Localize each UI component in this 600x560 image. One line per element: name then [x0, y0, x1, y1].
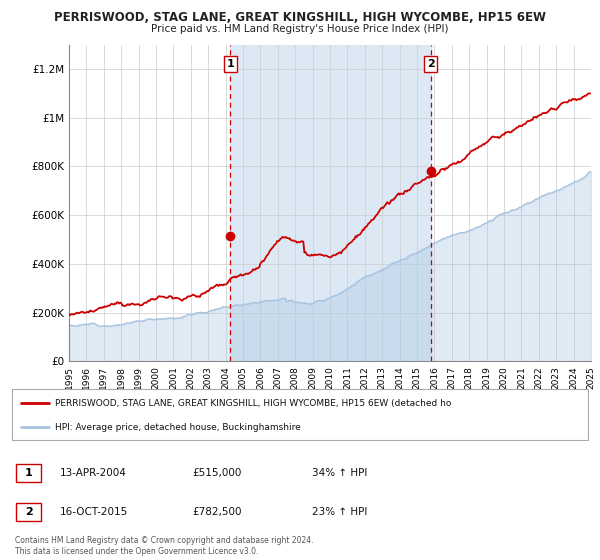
Text: £515,000: £515,000	[192, 468, 241, 478]
Text: PERRISWOOD, STAG LANE, GREAT KINGSHILL, HIGH WYCOMBE, HP15 6EW: PERRISWOOD, STAG LANE, GREAT KINGSHILL, …	[54, 11, 546, 24]
Text: HPI: Average price, detached house, Buckinghamshire: HPI: Average price, detached house, Buck…	[55, 422, 301, 432]
Text: 1: 1	[227, 59, 235, 69]
Bar	[230, 45, 431, 361]
Text: 2: 2	[427, 59, 434, 69]
Text: 13-APR-2004: 13-APR-2004	[60, 468, 127, 478]
Text: Price paid vs. HM Land Registry's House Price Index (HPI): Price paid vs. HM Land Registry's House …	[151, 24, 449, 34]
Text: Contains HM Land Registry data © Crown copyright and database right 2024.
This d: Contains HM Land Registry data © Crown c…	[15, 536, 314, 556]
Text: 1: 1	[25, 468, 32, 478]
Text: £782,500: £782,500	[192, 507, 241, 517]
Text: 23% ↑ HPI: 23% ↑ HPI	[312, 507, 367, 517]
Text: 34% ↑ HPI: 34% ↑ HPI	[312, 468, 367, 478]
Text: 2: 2	[25, 507, 32, 517]
Text: 16-OCT-2015: 16-OCT-2015	[60, 507, 128, 517]
Text: PERRISWOOD, STAG LANE, GREAT KINGSHILL, HIGH WYCOMBE, HP15 6EW (detached ho: PERRISWOOD, STAG LANE, GREAT KINGSHILL, …	[55, 399, 452, 408]
